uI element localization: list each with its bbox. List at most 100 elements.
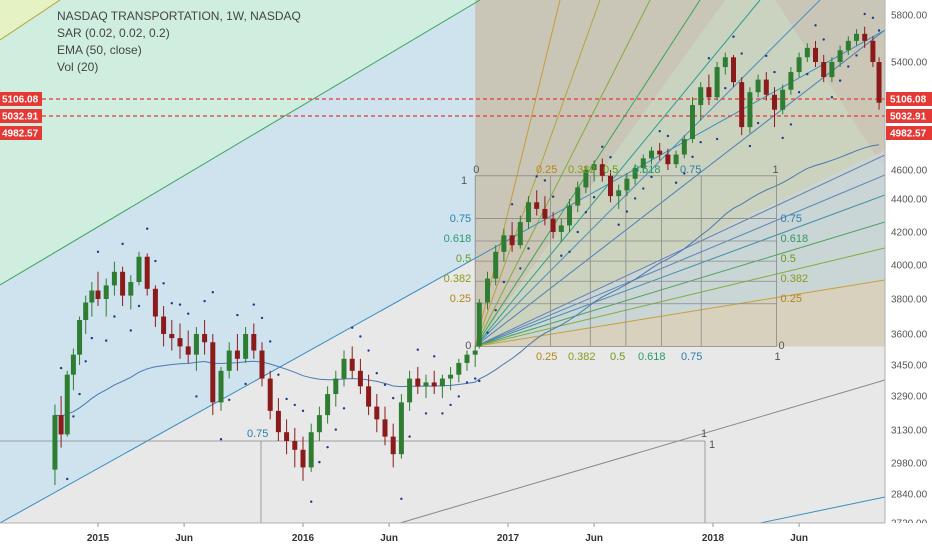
indicator-vol: Vol (20) <box>57 60 98 74</box>
candle-body-56 <box>493 251 499 279</box>
candle-body-20 <box>202 334 208 343</box>
candle-22 <box>218 366 224 411</box>
sar-dot-54 <box>478 379 481 383</box>
candle-body-61 <box>534 202 540 209</box>
sar-dot-17 <box>178 303 182 306</box>
sar-dot-89 <box>765 54 768 58</box>
fan-right-label-2: 0.5 <box>781 253 796 265</box>
y-tick-label-11: 4600.00 <box>891 166 928 177</box>
x-tick-label-4: 2017 <box>497 533 520 544</box>
sar-dot-21 <box>211 291 214 294</box>
sar-dot-94 <box>806 72 809 76</box>
green-trend-line <box>0 0 481 286</box>
candle-82 <box>706 74 712 106</box>
sar-dot-31 <box>293 403 296 407</box>
sar-dot-67 <box>584 211 588 214</box>
fan-top-label-2: 0.382 <box>568 164 596 176</box>
sar-dot-26 <box>252 303 255 306</box>
sar-dot-58 <box>510 203 514 206</box>
candle-6 <box>89 282 95 317</box>
candle-body-88 <box>755 79 761 93</box>
candle-body-50 <box>448 374 454 379</box>
candle-10 <box>120 266 126 306</box>
sar-dot-61 <box>535 175 538 178</box>
sar-dot-77 <box>666 134 670 138</box>
y-tick-label-12: 5400.00 <box>891 58 928 69</box>
sar-dot-74 <box>642 187 645 190</box>
fan-line-9 <box>475 194 885 347</box>
candle-66 <box>575 181 581 213</box>
candle-70 <box>608 170 613 203</box>
y-tick-label-3: 3130.00 <box>891 426 928 437</box>
candle-body-10 <box>120 271 126 296</box>
candle-body-64 <box>558 225 564 232</box>
sar-dot-5 <box>84 360 87 363</box>
candle-87 <box>747 87 753 134</box>
candle-59 <box>517 215 523 249</box>
candle-body-3 <box>70 354 76 375</box>
candle-84 <box>722 52 728 75</box>
candle-100 <box>854 29 859 46</box>
sar-dot-82 <box>707 57 711 60</box>
candle-body-62 <box>542 208 548 219</box>
candle-body-6 <box>89 290 95 303</box>
candle-body-100 <box>854 33 859 41</box>
candle-50 <box>448 366 454 391</box>
candle-body-35 <box>325 394 331 416</box>
sar-dot-92 <box>789 123 793 126</box>
legend: NASDAQ TRANSPORTATION, 1W, NASDAQ SAR (0… <box>57 9 301 74</box>
candle-76 <box>657 142 663 161</box>
y-tick-label-10: 4400.00 <box>891 195 928 206</box>
candle-body-1 <box>58 415 64 435</box>
candle-body-73 <box>632 168 638 179</box>
candle-body-8 <box>103 285 109 299</box>
candle-body-83 <box>714 67 720 98</box>
sar-dot-76 <box>658 129 661 133</box>
candle-body-90 <box>772 94 777 110</box>
candle-77 <box>665 148 671 170</box>
fan-origin-label: 0 <box>465 340 471 352</box>
candle-body-87 <box>747 92 753 128</box>
price-tag-right-1: 5032.91 <box>890 112 927 123</box>
candle-body-94 <box>804 47 810 58</box>
sar-dot-32 <box>301 409 305 413</box>
candle-body-58 <box>509 235 515 246</box>
x-tick-label-5: Jun <box>585 533 603 544</box>
candle-body-79 <box>681 139 687 155</box>
gann-fan-lines <box>0 0 885 523</box>
candle-body-68 <box>591 164 597 170</box>
x-tick-label-1: Jun <box>175 533 193 544</box>
sar-dot-2 <box>66 477 69 481</box>
candle-body-32 <box>300 449 306 468</box>
candle-body-91 <box>780 89 786 110</box>
candle-68 <box>591 160 597 182</box>
price-tag-left-0: 5106.08 <box>2 95 39 106</box>
fan-line-12 <box>475 279 885 347</box>
y-tick-label-6: 3600.00 <box>891 330 928 341</box>
sar-dot-27 <box>260 316 264 320</box>
sar-dot-52 <box>465 381 469 384</box>
candle-93 <box>796 52 802 78</box>
x-tick-label-6: 2018 <box>702 533 725 544</box>
candle-11 <box>128 275 134 310</box>
sar-dot-24 <box>236 313 239 317</box>
sar-dots <box>59 12 881 503</box>
gann-fan-labels: 0.75 0.618 0.5 0.382 0.25 0.75 0.618 0.5 0.382 0.… <box>247 164 808 451</box>
candle-63 <box>550 212 556 239</box>
candle-52 <box>464 350 470 371</box>
candle-27 <box>259 342 265 387</box>
indicator-sar: SAR (0.02, 0.02, 0.2) <box>57 26 170 40</box>
candle-73 <box>632 164 638 185</box>
fan-line-4 <box>474 0 761 347</box>
candle-32 <box>300 436 306 481</box>
candle-body-53 <box>472 350 478 355</box>
fan-line-5 <box>474 0 821 347</box>
candle-body-11 <box>128 282 134 296</box>
fan-bottom-label-0: 0.25 <box>536 351 557 363</box>
x-tick-label-0: 2015 <box>87 533 110 544</box>
sar-dot-65 <box>568 250 571 253</box>
candle-69 <box>599 158 605 182</box>
sar-dot-87 <box>748 144 752 148</box>
candle-body-85 <box>731 57 736 83</box>
candle-48 <box>431 370 437 395</box>
